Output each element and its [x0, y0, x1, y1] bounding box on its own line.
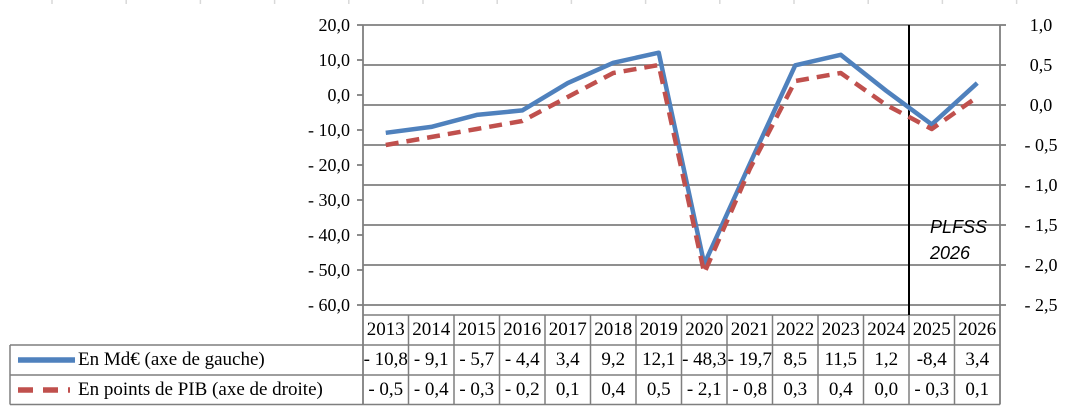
plfss-annotation: PLFSS 2026	[930, 214, 1002, 266]
value-cell: 3,4	[965, 349, 990, 370]
right-axis-tick-label: - 1,5	[1024, 215, 1058, 235]
right-axis-tick-label: - 1,0	[1024, 175, 1058, 195]
year-cell: 2024	[867, 319, 906, 340]
plfss-annotation-line2: 2026	[930, 243, 971, 263]
year-cell: 2013	[366, 319, 405, 340]
value-cell: 11,5	[824, 349, 858, 370]
value-cell: 0,5	[646, 379, 671, 400]
value-cell: -8,4	[916, 349, 947, 370]
left-axis-tick-label: - 40,0	[308, 225, 350, 245]
plfss-annotation-line1: PLFSS	[930, 217, 988, 237]
year-cell: 2023	[821, 319, 860, 340]
value-cell: 0,1	[965, 379, 990, 400]
value-cell: - 5,7	[459, 349, 495, 370]
left-axis-tick-label: - 60,0	[308, 295, 350, 315]
year-cell: 2025	[912, 319, 951, 340]
year-cell: 2015	[457, 319, 496, 340]
left-axis-tick-label: 0,0	[327, 85, 351, 105]
year-cell: 2020	[685, 319, 724, 340]
value-cell: 8,5	[783, 349, 808, 370]
value-cell: - 4,4	[504, 349, 540, 370]
right-axis-tick-label: 0,5	[1029, 55, 1053, 75]
year-cell: 2019	[639, 319, 678, 340]
left-axis-tick-label: - 10,0	[308, 120, 350, 140]
left-axis-tick-label: - 30,0	[308, 190, 350, 210]
value-cell: - 0,3	[459, 379, 495, 400]
value-cell: 12,1	[642, 349, 676, 370]
value-cell: - 0,5	[368, 379, 404, 400]
value-cell: - 48,3	[682, 349, 727, 370]
year-cell: 2021	[730, 319, 769, 340]
value-cell: 1,2	[874, 349, 899, 370]
year-cell: 2022	[776, 319, 815, 340]
right-axis-tick-label: - 2,0	[1024, 255, 1058, 275]
value-cell: 0,1	[555, 379, 580, 400]
left-axis-tick-label: 10,0	[318, 50, 351, 70]
series-line-0	[385, 50, 979, 267]
right-axis-tick-label: 1,0	[1029, 15, 1053, 35]
value-cell: 0,4	[828, 379, 853, 400]
value-cell: 3,4	[555, 349, 580, 370]
year-cell: 2016	[503, 319, 542, 340]
left-axis-tick-label: - 50,0	[308, 260, 350, 280]
value-cell: 0,0	[874, 379, 899, 400]
value-cell: 9,2	[601, 349, 626, 370]
legend-label: En Md€ (axe de gauche)	[78, 349, 265, 370]
year-cell: 2014	[412, 319, 451, 340]
value-cell: 0,4	[601, 379, 626, 400]
year-cell: 2018	[594, 319, 633, 340]
right-axis-tick-label: - 0,5	[1024, 135, 1058, 155]
left-axis-tick-label: - 20,0	[308, 155, 350, 175]
year-cell: 2017	[548, 319, 587, 340]
legend-label: En points de PIB (axe de droite)	[78, 379, 323, 400]
value-cell: - 0,3	[914, 379, 950, 400]
value-cell: - 2,1	[686, 379, 722, 400]
left-axis-tick-label: 20,0	[318, 15, 351, 35]
value-cell: - 0,8	[732, 379, 768, 400]
year-cell: 2026	[958, 319, 997, 340]
value-cell: - 0,2	[504, 379, 540, 400]
value-cell: 0,3	[783, 379, 808, 400]
value-cell: - 10,8	[363, 349, 408, 370]
right-axis-tick-label: 0,0	[1029, 95, 1053, 115]
series-line-1	[385, 62, 979, 276]
value-cell: - 19,7	[727, 349, 772, 370]
right-axis-tick-label: - 2,5	[1024, 295, 1058, 315]
value-cell: - 0,4	[413, 379, 449, 400]
value-cell: - 9,1	[413, 349, 449, 370]
